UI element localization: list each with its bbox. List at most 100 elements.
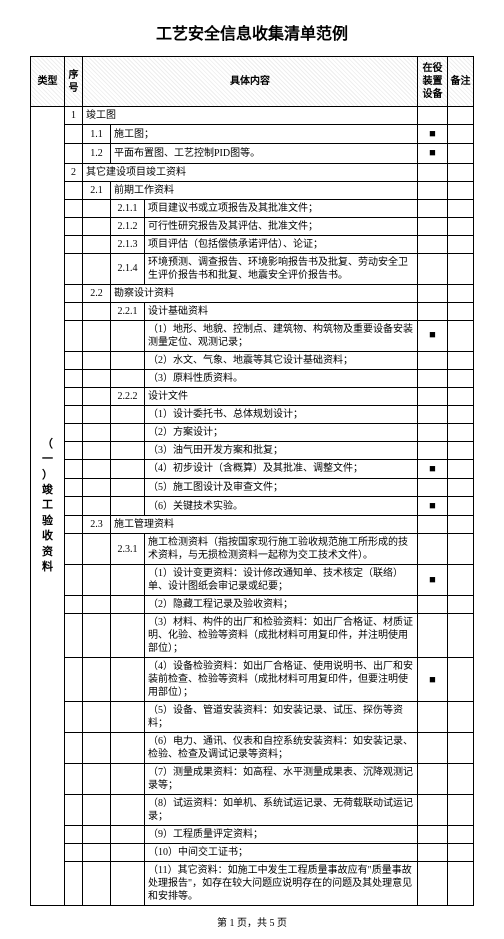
sub1-cell <box>83 702 111 733</box>
table-row: （3）原料性质资料。 <box>31 369 474 387</box>
sub2-cell: 2.2.2 <box>111 387 145 405</box>
note-cell <box>448 596 474 614</box>
note-cell <box>448 534 474 565</box>
note-cell <box>448 764 474 795</box>
table-row: 2.2.2设计文件 <box>31 387 474 405</box>
sub2-cell <box>111 764 145 795</box>
device-mark <box>418 441 448 459</box>
table-row: （4）初步设计（含概算）及其批准、调整文件；■ <box>31 459 474 478</box>
seq-cell <box>65 844 83 862</box>
device-mark <box>418 284 448 302</box>
content-cell: 其它建设项目竣工资料 <box>83 163 418 181</box>
note-cell <box>448 844 474 862</box>
content-cell: （4）初步设计（含概算）及其批准、调整文件； <box>145 459 418 478</box>
sub1-cell <box>83 459 111 478</box>
content-cell: （9）工程质量评定资料； <box>145 826 418 844</box>
device-mark: ■ <box>418 565 448 596</box>
table-row: （7）测量成果资料：如高程、水平测量成果表、沉降观测记录等； <box>31 764 474 795</box>
content-cell: （1）地形、地貌、控制点、建筑物、构筑物及重要设备安装测量定位、观测记录； <box>145 320 418 351</box>
note-cell <box>448 181 474 199</box>
content-cell: 施工管理资料 <box>111 516 418 534</box>
sub1-cell: 1.2 <box>83 144 111 163</box>
device-mark <box>418 764 448 795</box>
sub1-cell: 1.1 <box>83 125 111 144</box>
device-mark <box>418 235 448 253</box>
page-footer: 第 1 页，共 5 页 <box>30 914 474 929</box>
note-cell <box>448 320 474 351</box>
sub2-cell <box>111 826 145 844</box>
seq-cell <box>65 284 83 302</box>
table-row: 2.1前期工作资料 <box>31 181 474 199</box>
sub1-cell <box>83 405 111 423</box>
sub1-cell <box>83 351 111 369</box>
seq-cell <box>65 441 83 459</box>
content-cell: （2）隐藏工程记录及验收资料； <box>145 596 418 614</box>
note-cell <box>448 516 474 534</box>
sub1-cell <box>83 795 111 826</box>
content-cell: （3）原料性质资料。 <box>145 369 418 387</box>
seq-cell <box>65 387 83 405</box>
table-row: （4）设备检验资料：如出厂合格证、使用说明书、出厂和安装前检查、检验等资料（成批… <box>31 658 474 702</box>
seq-cell <box>65 534 83 565</box>
sub1-cell <box>83 534 111 565</box>
table-row: （2）方案设计； <box>31 423 474 441</box>
seq-cell <box>65 565 83 596</box>
sub2-cell: 2.1.3 <box>111 235 145 253</box>
note-cell <box>448 302 474 320</box>
category-cell: （一）竣工验收资料 <box>31 107 65 906</box>
table-row: 2.2.1设计基础资料 <box>31 302 474 320</box>
device-mark: ■ <box>418 320 448 351</box>
sub1-cell <box>83 423 111 441</box>
device-mark: ■ <box>418 459 448 478</box>
table-row: 2.3施工管理资料 <box>31 516 474 534</box>
table-row: （5）施工图设计及审查文件； <box>31 478 474 496</box>
content-cell: 项目评估（包括偿债承诺评估）、论证； <box>145 235 418 253</box>
note-cell <box>448 423 474 441</box>
table-row: （2）水文、气象、地震等其它设计基础资料； <box>31 351 474 369</box>
content-cell: 施工检测资料（指按国家现行施工验收规范施工所形成的技术资料，与无损检测资料一起称… <box>145 534 418 565</box>
seq-cell <box>65 351 83 369</box>
seq-cell <box>65 733 83 764</box>
note-cell <box>448 658 474 702</box>
content-cell: 施工图； <box>111 125 418 144</box>
th-content: 具体内容 <box>83 57 418 107</box>
table-row: 1.1施工图；■ <box>31 125 474 144</box>
table-row: 2.3.1施工检测资料（指按国家现行施工验收规范施工所形成的技术资料，与无损检测… <box>31 534 474 565</box>
device-mark <box>418 351 448 369</box>
sub1-cell <box>83 478 111 496</box>
sub2-cell <box>111 459 145 478</box>
note-cell <box>448 199 474 217</box>
note-cell <box>448 826 474 844</box>
seq-cell <box>65 795 83 826</box>
seq-cell <box>65 423 83 441</box>
sub1-cell <box>83 320 111 351</box>
table-row: （11）其它资料：如施工中发生工程质量事故应有"质量事故处理报告"，如存在较大问… <box>31 862 474 906</box>
seq-cell <box>65 658 83 702</box>
table-row: （3）材料、构件的出厂和检验资料：如出厂合格证、材质证明、化验、检验等资料（成批… <box>31 614 474 658</box>
table-row: 2.1.4环境预测、调查报告、环境影响报告书及批复、劳动安全卫生评价报告书和批复… <box>31 253 474 284</box>
device-mark <box>418 199 448 217</box>
seq-cell: 2 <box>65 163 83 181</box>
content-cell: 可行性研究报告及其评估、批准文件； <box>145 217 418 235</box>
note-cell <box>448 441 474 459</box>
sub2-cell <box>111 862 145 906</box>
content-cell: 设计文件 <box>145 387 418 405</box>
sub1-cell <box>83 441 111 459</box>
th-device: 在役装置设备 <box>418 57 448 107</box>
note-cell <box>448 163 474 181</box>
th-note: 备注 <box>448 57 474 107</box>
sub2-cell: 2.1.1 <box>111 199 145 217</box>
content-cell: （2）水文、气象、地震等其它设计基础资料； <box>145 351 418 369</box>
sub2-cell <box>111 441 145 459</box>
sub1-cell <box>83 217 111 235</box>
content-cell: （3）油气田开发方案和批复； <box>145 441 418 459</box>
sub2-cell <box>111 733 145 764</box>
sub1-cell <box>83 596 111 614</box>
doc-title: 工艺安全信息收集清单范例 <box>30 20 474 44</box>
seq-cell <box>65 702 83 733</box>
seq-cell <box>65 369 83 387</box>
sub1-cell <box>83 764 111 795</box>
sub2-cell <box>111 702 145 733</box>
seq-cell <box>65 181 83 199</box>
device-mark <box>418 862 448 906</box>
